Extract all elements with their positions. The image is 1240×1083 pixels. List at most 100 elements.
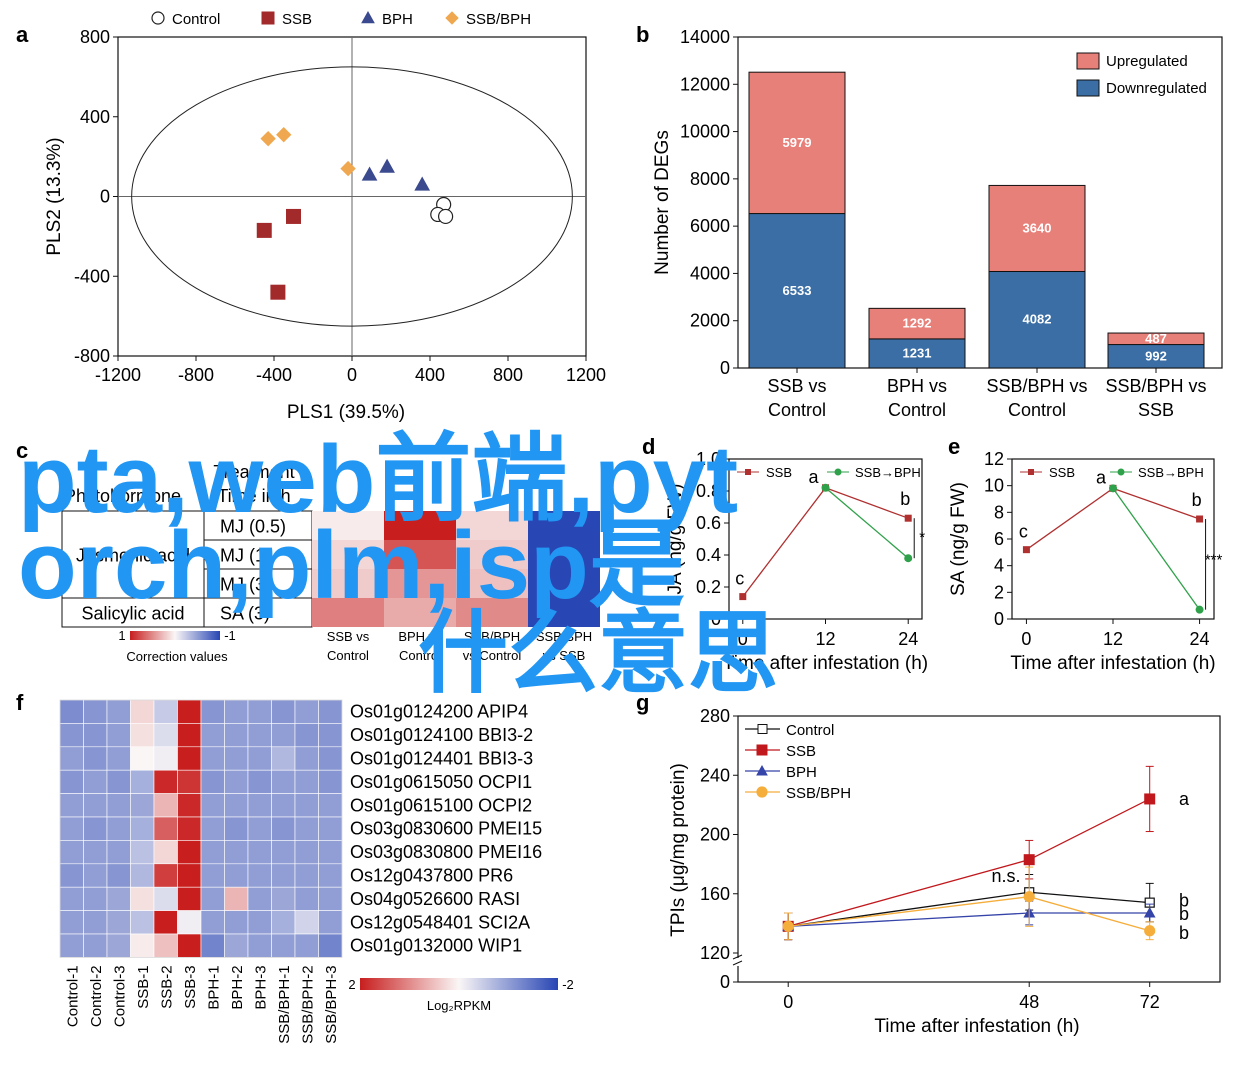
heatmap-cell <box>247 910 272 935</box>
y-tick-label: 0 <box>711 609 721 629</box>
heatmap-cell <box>456 511 528 540</box>
heatmap-cell <box>200 816 225 841</box>
heatmap-cell <box>106 816 131 841</box>
sample-label: SSB-2 <box>159 965 176 1008</box>
heatmap-cell <box>294 816 319 841</box>
heatmap-cell <box>200 793 225 818</box>
column-label: Control <box>399 648 441 663</box>
table-header-hormone: Phytohormone <box>64 486 181 506</box>
plot-frame <box>728 458 923 620</box>
significance-stars: * <box>919 529 925 546</box>
heatmap-cell <box>83 723 108 748</box>
x-tick-label: 24 <box>1190 629 1210 649</box>
heatmap-cell <box>318 793 343 818</box>
heatmap-cell <box>153 886 178 911</box>
table-header-treatment: Treatment <box>213 462 294 482</box>
bar-value-label: 487 <box>1145 331 1167 346</box>
annotation: b <box>1179 904 1189 924</box>
heatmap-cell <box>83 746 108 771</box>
x-tick-label: SSB vs <box>767 376 826 396</box>
heatmap-cell <box>59 816 84 841</box>
heatmap-cell <box>106 793 131 818</box>
heatmap-cell <box>130 793 155 818</box>
heatmap-cell <box>130 840 155 865</box>
heatmap-cell <box>224 746 249 771</box>
data-point <box>904 514 912 522</box>
colorbar-title: Correction values <box>126 649 228 664</box>
panel-letter-d: d <box>642 434 655 459</box>
sample-label: SSB/BPH-1 <box>276 965 293 1043</box>
heatmap-cell <box>200 910 225 935</box>
heatmap-cell <box>130 699 155 724</box>
column-label: SSB/BPH <box>464 629 520 644</box>
heatmap-cell <box>83 910 108 935</box>
heatmap-cell <box>153 769 178 794</box>
series-line <box>742 487 909 597</box>
x-tick-label: 800 <box>493 365 523 385</box>
heatmap-cell <box>177 723 202 748</box>
annotation: n.s. <box>991 866 1020 886</box>
data-point-ssb-bph <box>340 160 356 177</box>
heatmap-cell <box>200 933 225 958</box>
x-tick-label: -1200 <box>95 365 141 385</box>
heatmap-cell <box>200 863 225 888</box>
legend-label: SSB <box>766 465 792 480</box>
bar-value-label: 4082 <box>1023 312 1052 327</box>
bar-upregulated <box>1107 332 1205 346</box>
legend-marker <box>756 744 768 756</box>
legend-marker <box>745 469 751 475</box>
legend-marker <box>1028 469 1034 475</box>
heatmap-cell <box>59 746 84 771</box>
heatmap-cell <box>528 598 600 627</box>
heatmap-cell <box>200 886 225 911</box>
heatmap-cell <box>271 699 296 724</box>
x-tick-label: Control <box>768 400 826 420</box>
heatmap-cell <box>177 910 202 935</box>
x-tick-label: SSB <box>1138 400 1174 420</box>
colorbar-title: Log₂RPKM <box>427 998 491 1013</box>
heatmap-cell <box>294 886 319 911</box>
y-axis-label: TPIs (μg/mg protein) <box>668 763 689 937</box>
legend-label: SSB <box>786 743 816 760</box>
heatmap-cell <box>130 723 155 748</box>
y-tick-label: 200 <box>700 825 730 845</box>
heatmap-cell <box>224 863 249 888</box>
legend-marker <box>834 468 842 476</box>
heatmap-cell <box>177 863 202 888</box>
panel-letter-f: f <box>16 690 24 715</box>
heatmap-cell <box>318 699 343 724</box>
column-label: vs SSB <box>543 648 586 663</box>
data-point-ssb <box>270 284 286 300</box>
bar-upregulated <box>988 184 1086 272</box>
x-tick-label: 12 <box>815 629 835 649</box>
data-point-ssb-bph <box>276 126 292 143</box>
annotation: b <box>1179 923 1189 943</box>
y-tick-label: -400 <box>74 266 110 286</box>
heatmap-cell <box>318 769 343 794</box>
bar-value-label: 5979 <box>783 135 812 150</box>
data-point <box>739 593 747 601</box>
y-tick-label: 120 <box>700 943 730 963</box>
y-tick-label: 0.8 <box>696 481 721 501</box>
heatmap-cell <box>318 933 343 958</box>
heatmap-cell <box>177 746 202 771</box>
column-label: SSB/BPH <box>536 629 592 644</box>
data-point-ssb <box>286 208 301 224</box>
heatmap-cell <box>294 746 319 771</box>
heatmap-cell <box>83 840 108 865</box>
bar-value-label: 6533 <box>783 283 812 298</box>
gene-label: Os01g0615050 OCPI1 <box>350 772 532 792</box>
legend-swatch <box>1076 79 1100 97</box>
y-tick-label: 0 <box>720 358 730 378</box>
treatment-label: MJ (3) <box>220 575 271 595</box>
heatmap-cell <box>312 598 384 627</box>
significance-letter: a <box>808 467 819 487</box>
y-tick-label: 400 <box>80 107 110 127</box>
heatmap-cell <box>106 933 131 958</box>
sample-label: Control-2 <box>88 965 105 1027</box>
y-tick-label: 0 <box>100 187 110 207</box>
y-axis-label: SA (ng/g FW) <box>948 482 969 596</box>
bar-value-label: 3640 <box>1023 220 1052 235</box>
heatmap-cell <box>59 886 84 911</box>
